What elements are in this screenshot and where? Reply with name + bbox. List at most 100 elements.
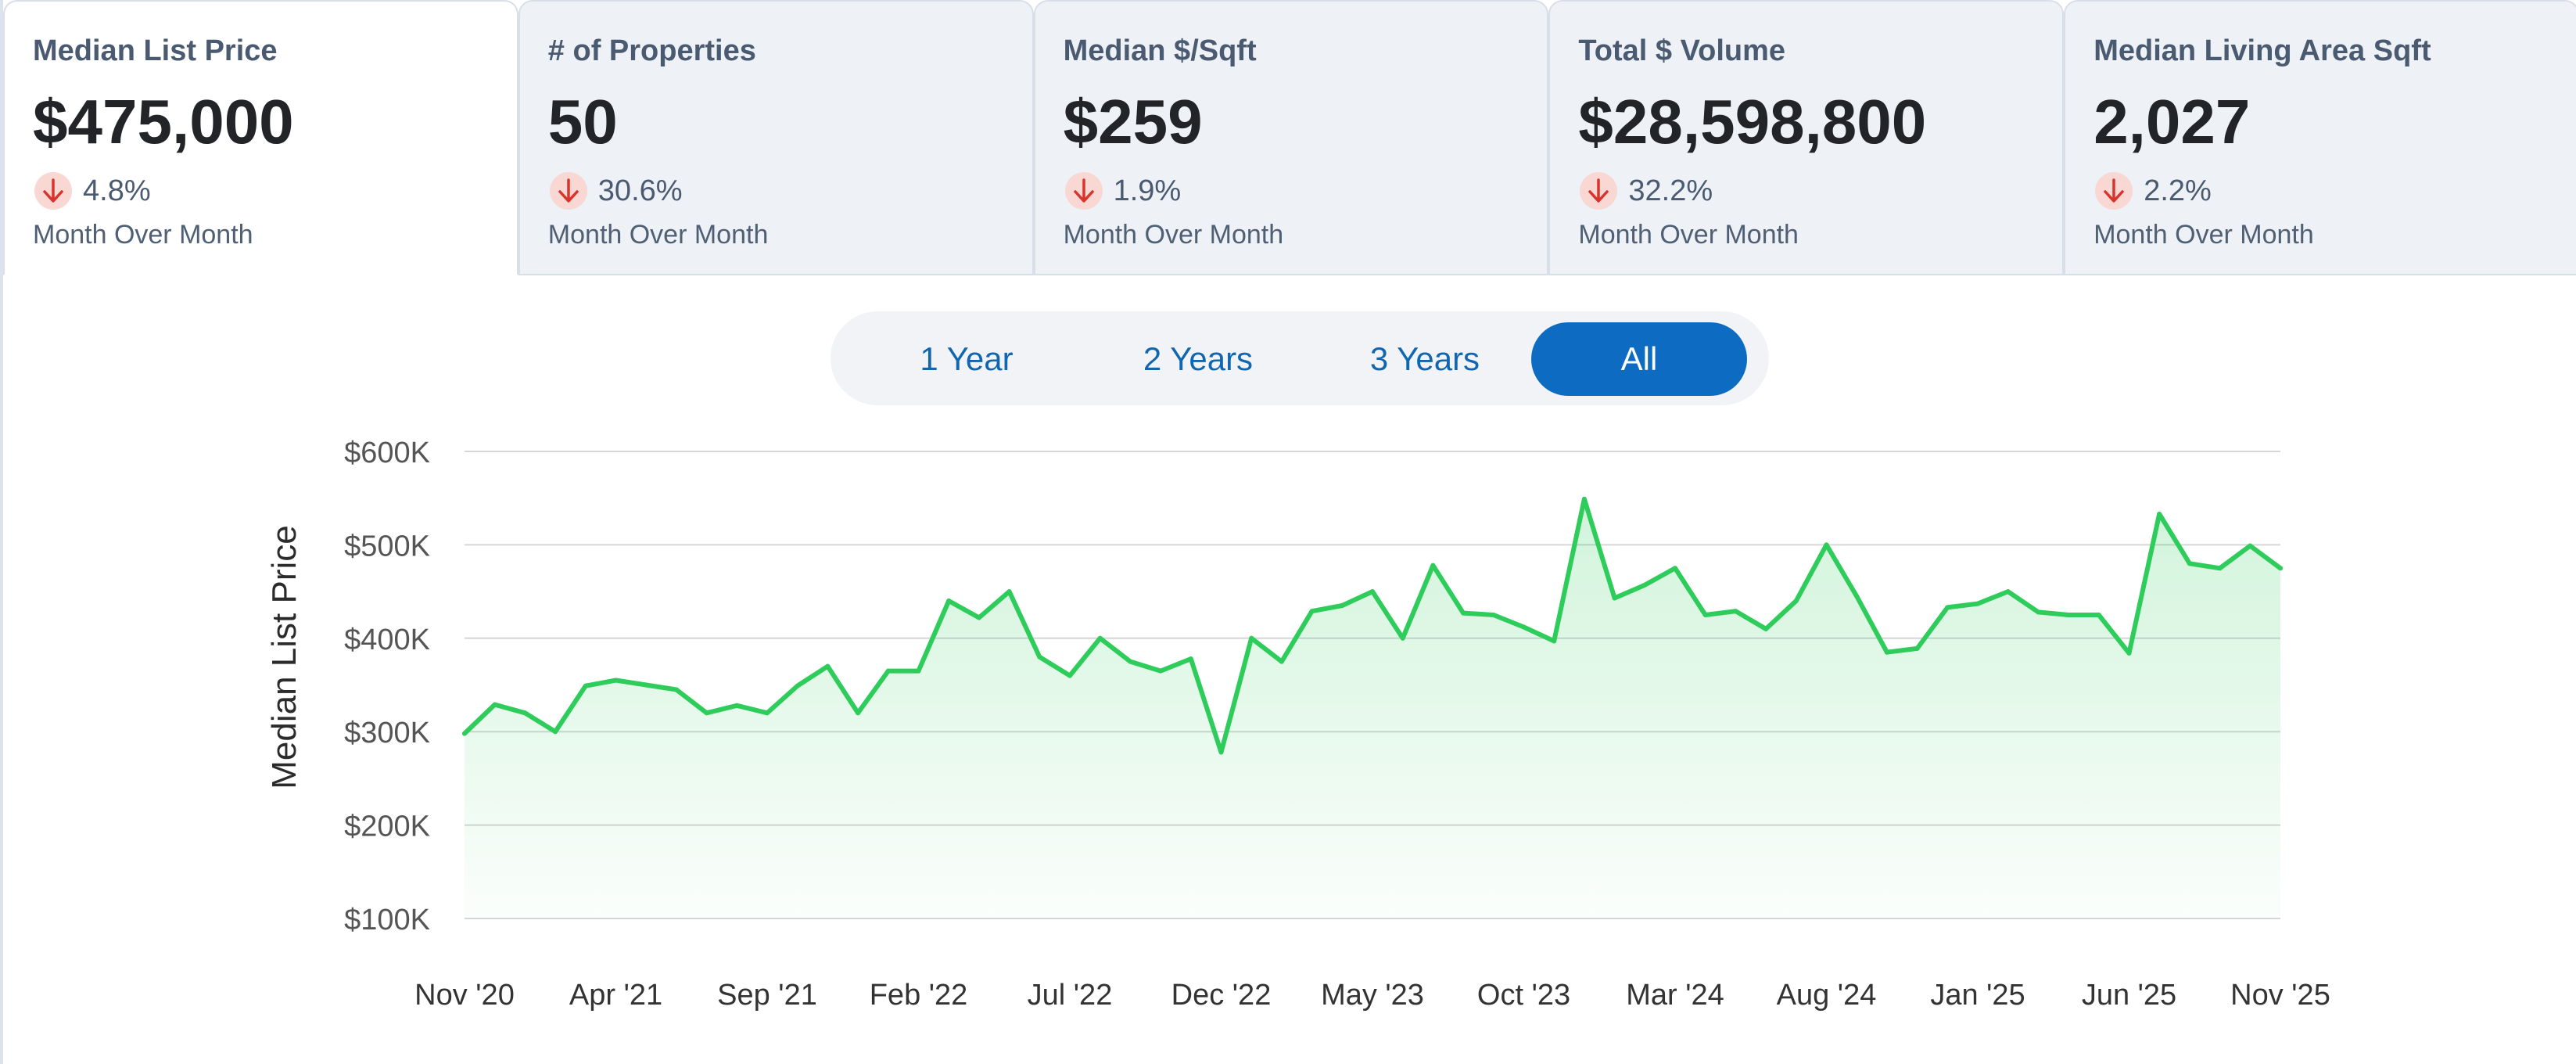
- data-point: [673, 687, 679, 692]
- x-tick-label: Dec '22: [1171, 979, 1272, 1012]
- x-tick-label: Oct '23: [1477, 979, 1570, 1012]
- kpi-title: Total $ Volume: [1578, 34, 1786, 67]
- kpi-tab-number-of-properties[interactable]: # of Properties 50 30.6% Month Over Mont…: [518, 0, 1034, 275]
- data-point: [795, 683, 800, 688]
- data-point: [2278, 566, 2283, 571]
- data-point: [492, 702, 497, 707]
- data-point: [1612, 595, 1617, 601]
- y-tick-label: $400K: [344, 624, 430, 656]
- kpi-change: 30.6%: [548, 167, 1032, 214]
- kpi-change-percent: 30.6%: [597, 174, 683, 207]
- median-list-price-chart: $100K $200K $300K $400K $500K $600K Nov '20 Ap…: [265, 437, 2330, 1012]
- kpi-change-percent: 32.2%: [1628, 174, 1713, 207]
- arrow-down-icon: [2095, 172, 2133, 210]
- x-tick-label: May '23: [1321, 979, 1424, 1012]
- kpi-caption: Month Over Month: [2093, 220, 2314, 250]
- data-point: [1763, 626, 1769, 631]
- kpi-title: Median List Price: [33, 34, 278, 67]
- data-point: [2066, 613, 2072, 617]
- data-point: [1581, 496, 1587, 501]
- data-point: [1340, 603, 1345, 608]
- x-tick-label: Sep '21: [717, 979, 817, 1012]
- kpi-title: # of Properties: [547, 34, 756, 67]
- range-button-2-years[interactable]: 2 Years: [1143, 340, 1254, 377]
- data-point: [1370, 589, 1375, 595]
- y-axis-tick-labels: $100K $200K $300K $400K $500K $600K: [344, 437, 430, 936]
- kpi-change: 32.2%: [1578, 167, 2062, 214]
- kpi-value: $259: [1063, 87, 1203, 156]
- arrow-down-icon: [1580, 172, 1618, 210]
- x-tick-label: Apr '21: [569, 979, 662, 1012]
- kpi-change-percent: 1.9%: [1113, 174, 1182, 207]
- data-point: [734, 703, 740, 708]
- kpi-tab-median-price-per-sqft[interactable]: Median $/Sqft $259 1.9% Month Over Month: [1033, 0, 1549, 275]
- area-fill: [465, 498, 2280, 918]
- kpi-change-percent: 4.8%: [83, 174, 151, 207]
- arrow-down-icon: [34, 172, 72, 210]
- data-point: [1673, 566, 1677, 571]
- time-range-toggle: 1 Year 2 Years 3 Years All: [831, 311, 1769, 405]
- y-tick-label: $100K: [344, 904, 430, 936]
- x-tick-label: Mar '24: [1626, 979, 1724, 1012]
- kpi-tab-total-volume[interactable]: Total $ Volume $28,598,800 32.2% Month O…: [1548, 0, 2065, 275]
- data-point: [1158, 668, 1164, 674]
- data-point: [1702, 613, 1708, 617]
- data-point: [1491, 613, 1496, 617]
- data-point: [946, 598, 952, 603]
- data-point: [1400, 635, 1405, 641]
- data-point: [765, 710, 770, 716]
- range-button-3-years[interactable]: 3 Years: [1369, 340, 1480, 377]
- kpi-title: Median $/Sqft: [1063, 34, 1257, 67]
- data-point: [825, 663, 831, 669]
- data-point: [2248, 543, 2253, 548]
- kpi-tab-median-living-area[interactable]: Median Living Area Sqft 2,027 2.2% Month…: [2064, 0, 2576, 275]
- x-tick-label: Nov '20: [414, 979, 515, 1012]
- data-point: [1461, 610, 1466, 616]
- kpi-title: Median Living Area Sqft: [2093, 34, 2431, 67]
- data-point: [462, 731, 467, 736]
- data-point: [1854, 594, 1860, 599]
- data-point: [583, 683, 588, 688]
- kpi-change: 4.8%: [33, 167, 517, 214]
- data-point: [1279, 659, 1284, 664]
- data-point: [1097, 635, 1103, 641]
- data-point: [1037, 654, 1042, 660]
- kpi-tab-median-list-price[interactable]: Median List Price $475,000 4.8% Month Ov…: [3, 0, 518, 275]
- range-button-all[interactable]: All: [1531, 322, 1747, 396]
- data-point: [2157, 512, 2162, 516]
- data-point: [2036, 609, 2041, 615]
- data-point: [885, 668, 891, 674]
- x-tick-label: Jul '22: [1028, 979, 1113, 1012]
- y-tick-label: $300K: [344, 717, 430, 749]
- x-tick-label: Jan '25: [1930, 979, 2025, 1012]
- data-point: [1642, 582, 1648, 588]
- y-tick-label: $200K: [344, 811, 430, 843]
- data-point: [1945, 605, 1950, 610]
- data-point: [1067, 673, 1072, 678]
- data-point: [2187, 561, 2192, 566]
- data-point: [1309, 609, 1315, 614]
- x-tick-label: Nov '25: [2230, 979, 2330, 1012]
- kpi-caption: Month Over Month: [33, 220, 253, 250]
- kpi-change-percent: 2.2%: [2144, 174, 2212, 207]
- data-point: [1249, 635, 1254, 641]
- data-point: [1552, 638, 1557, 644]
- arrow-down-icon: [549, 172, 587, 210]
- data-point: [644, 682, 649, 688]
- data-point: [704, 710, 709, 716]
- data-point: [1430, 563, 1436, 568]
- data-point: [1521, 624, 1527, 630]
- x-tick-label: Jun '25: [2082, 979, 2176, 1012]
- data-point: [2005, 589, 2011, 595]
- data-point: [522, 710, 528, 716]
- data-point: [1914, 645, 1920, 651]
- kpi-value: $475,000: [33, 87, 294, 156]
- data-point: [553, 729, 558, 735]
- x-axis-tick-labels: Nov '20 Apr '21 Sep '21 Feb '22 Jul '22 Dec '…: [414, 979, 2330, 1012]
- kpi-tab-row: Median List Price $475,000 4.8% Month Ov…: [3, 0, 2576, 275]
- kpi-value: 50: [547, 87, 618, 156]
- data-point: [1188, 656, 1193, 662]
- range-button-1-year[interactable]: 1 Year: [920, 340, 1014, 377]
- data-point: [2096, 613, 2101, 617]
